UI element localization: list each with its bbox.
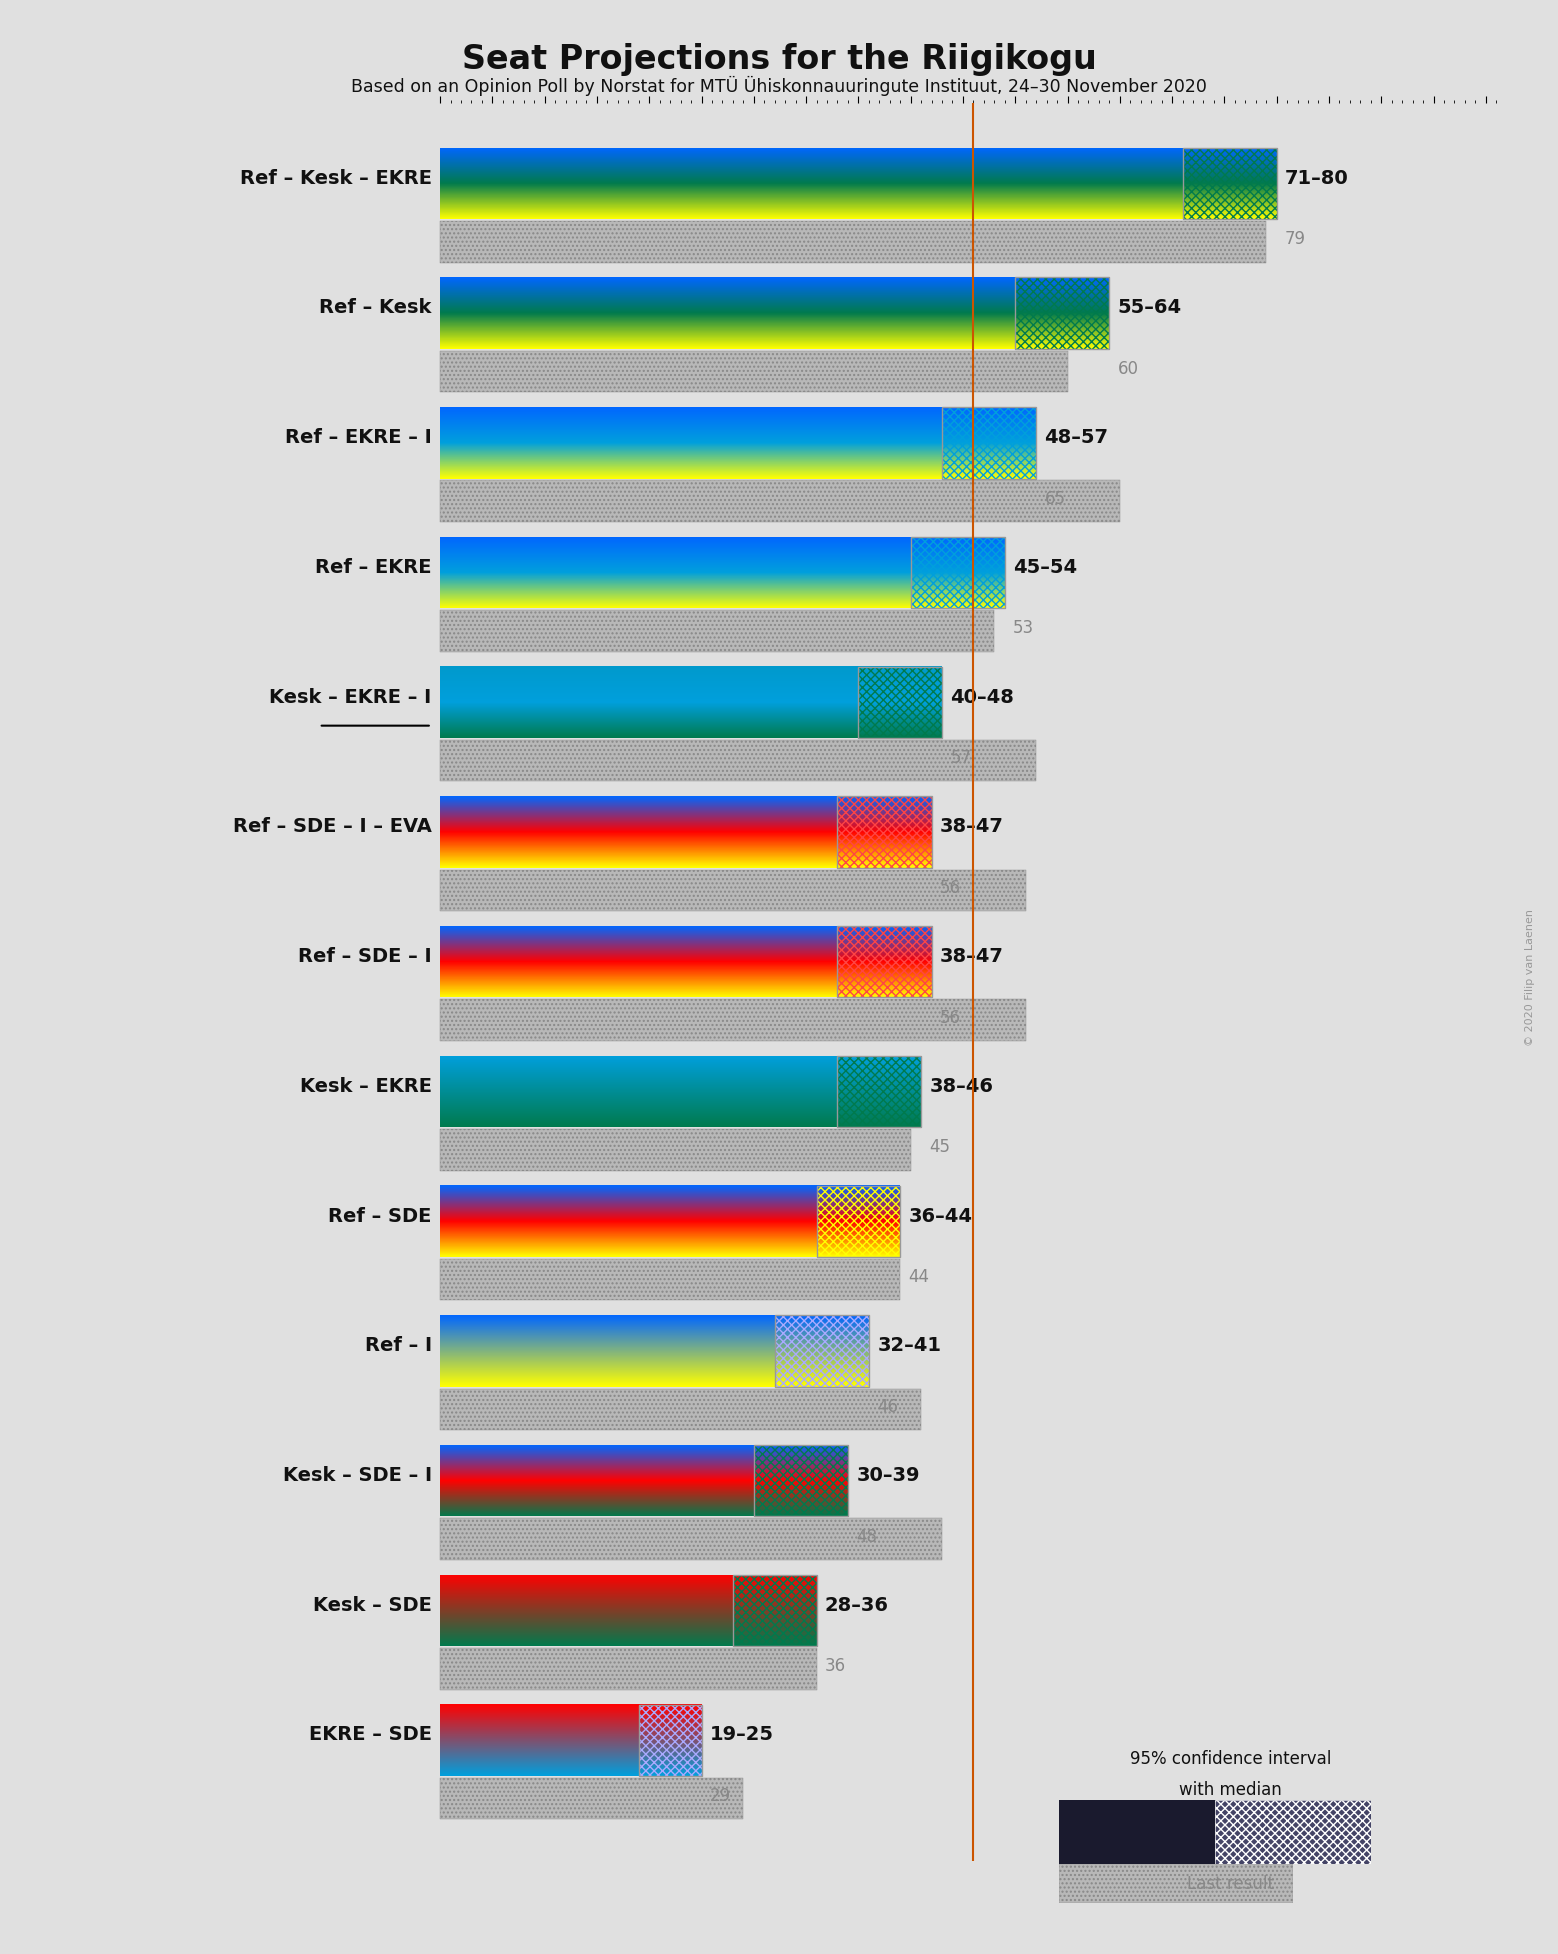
Text: Ref – SDE – I: Ref – SDE – I — [298, 948, 432, 965]
Text: Kesk – EKRE – I: Kesk – EKRE – I — [270, 688, 432, 707]
Text: 19–25: 19–25 — [710, 1725, 774, 1745]
Bar — [816, 1186, 901, 1256]
Bar — [439, 221, 1267, 262]
Bar — [838, 926, 932, 997]
Bar — [943, 406, 1036, 479]
Bar — [838, 1055, 921, 1127]
Bar — [439, 350, 1067, 393]
Bar — [858, 666, 943, 739]
Bar — [439, 1518, 943, 1559]
Text: Ref – EKRE – I: Ref – EKRE – I — [285, 428, 432, 447]
Text: 53: 53 — [1013, 619, 1035, 637]
Bar — [838, 926, 932, 997]
Text: 56: 56 — [939, 879, 961, 897]
Text: 36–44: 36–44 — [908, 1206, 972, 1225]
Bar — [838, 797, 932, 868]
Bar — [439, 1778, 743, 1819]
Bar — [439, 870, 1025, 911]
Text: Ref – Kesk – EKRE: Ref – Kesk – EKRE — [240, 168, 432, 188]
Text: Ref – I: Ref – I — [365, 1337, 432, 1356]
Bar — [816, 1186, 901, 1256]
Bar — [439, 998, 1025, 1041]
Bar — [439, 610, 994, 653]
Bar — [774, 1315, 869, 1387]
Text: 28–36: 28–36 — [824, 1596, 890, 1614]
Bar — [439, 1647, 816, 1690]
Text: EKRE – SDE: EKRE – SDE — [308, 1725, 432, 1745]
Text: 55–64: 55–64 — [1117, 299, 1183, 317]
Bar — [774, 1315, 869, 1387]
Bar — [439, 481, 1120, 522]
Text: 57: 57 — [950, 748, 971, 768]
Text: 45: 45 — [930, 1139, 950, 1157]
Bar — [439, 1129, 911, 1170]
Text: 40–48: 40–48 — [950, 688, 1014, 707]
Text: Ref – SDE: Ref – SDE — [329, 1206, 432, 1225]
Bar — [439, 350, 1067, 393]
Bar — [439, 1258, 901, 1299]
Text: with median: with median — [1179, 1780, 1282, 1800]
Bar — [754, 1446, 848, 1516]
Bar — [1016, 277, 1109, 348]
Bar — [639, 1704, 701, 1776]
Text: Ref – Kesk: Ref – Kesk — [319, 299, 432, 317]
Text: © 2020 Filip van Laenen: © 2020 Filip van Laenen — [1525, 909, 1535, 1045]
Text: 65: 65 — [1044, 490, 1066, 508]
Bar — [858, 666, 943, 739]
Bar — [732, 1575, 816, 1645]
Text: 46: 46 — [877, 1397, 899, 1417]
Bar — [439, 1258, 901, 1299]
Text: 38–47: 38–47 — [939, 817, 1003, 836]
Text: 45–54: 45–54 — [1013, 559, 1077, 576]
Bar — [1016, 277, 1109, 348]
Text: Based on an Opinion Poll by Norstat for MTÜ Ühiskonnauuringute Instituut, 24–30 : Based on an Opinion Poll by Norstat for … — [351, 76, 1207, 96]
Bar — [439, 998, 1025, 1041]
Bar — [911, 537, 1005, 608]
Bar — [439, 870, 1025, 911]
Text: Kesk – SDE – I: Kesk – SDE – I — [282, 1466, 432, 1485]
Text: 44: 44 — [908, 1268, 930, 1286]
Text: 60: 60 — [1117, 360, 1139, 377]
Text: 79: 79 — [1285, 231, 1306, 248]
Bar — [754, 1446, 848, 1516]
Text: Ref – EKRE: Ref – EKRE — [315, 559, 432, 576]
Text: Kesk – EKRE: Kesk – EKRE — [299, 1077, 432, 1096]
Bar — [439, 1518, 943, 1559]
Text: 32–41: 32–41 — [877, 1337, 941, 1356]
Text: 56: 56 — [939, 1008, 961, 1026]
Bar — [439, 741, 1036, 782]
Text: Ref – SDE – I – EVA: Ref – SDE – I – EVA — [232, 817, 432, 836]
Text: 48–57: 48–57 — [1044, 428, 1108, 447]
Bar — [1183, 149, 1276, 219]
Text: 29: 29 — [710, 1788, 731, 1805]
Bar — [838, 1055, 921, 1127]
Bar — [439, 221, 1267, 262]
Text: Seat Projections for the Riigikogu: Seat Projections for the Riigikogu — [461, 43, 1097, 76]
Text: Kesk – SDE: Kesk – SDE — [313, 1596, 432, 1614]
Bar — [439, 741, 1036, 782]
Text: 30–39: 30–39 — [857, 1466, 919, 1485]
Bar — [439, 1389, 921, 1430]
Bar — [639, 1704, 701, 1776]
Text: Last result: Last result — [1187, 1874, 1274, 1893]
Bar — [1215, 1800, 1371, 1864]
Bar — [439, 481, 1120, 522]
Bar — [732, 1575, 816, 1645]
Text: 95% confidence interval: 95% confidence interval — [1130, 1749, 1332, 1768]
Bar — [439, 1129, 911, 1170]
Text: 38–47: 38–47 — [939, 948, 1003, 965]
Bar — [943, 406, 1036, 479]
Bar — [911, 537, 1005, 608]
Text: 71–80: 71–80 — [1285, 168, 1349, 188]
Bar — [1183, 149, 1276, 219]
Bar — [439, 1389, 921, 1430]
Text: 36: 36 — [824, 1657, 846, 1675]
Bar — [439, 610, 994, 653]
Bar — [439, 1647, 816, 1690]
Text: 38–46: 38–46 — [930, 1077, 994, 1096]
Text: 48: 48 — [857, 1528, 877, 1546]
Bar — [838, 797, 932, 868]
Bar — [439, 1778, 743, 1819]
